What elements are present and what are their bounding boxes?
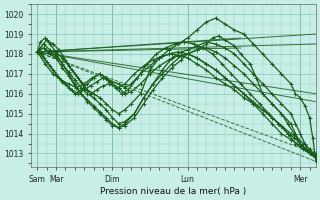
X-axis label: Pression niveau de la mer( hPa ): Pression niveau de la mer( hPa ) bbox=[100, 187, 247, 196]
